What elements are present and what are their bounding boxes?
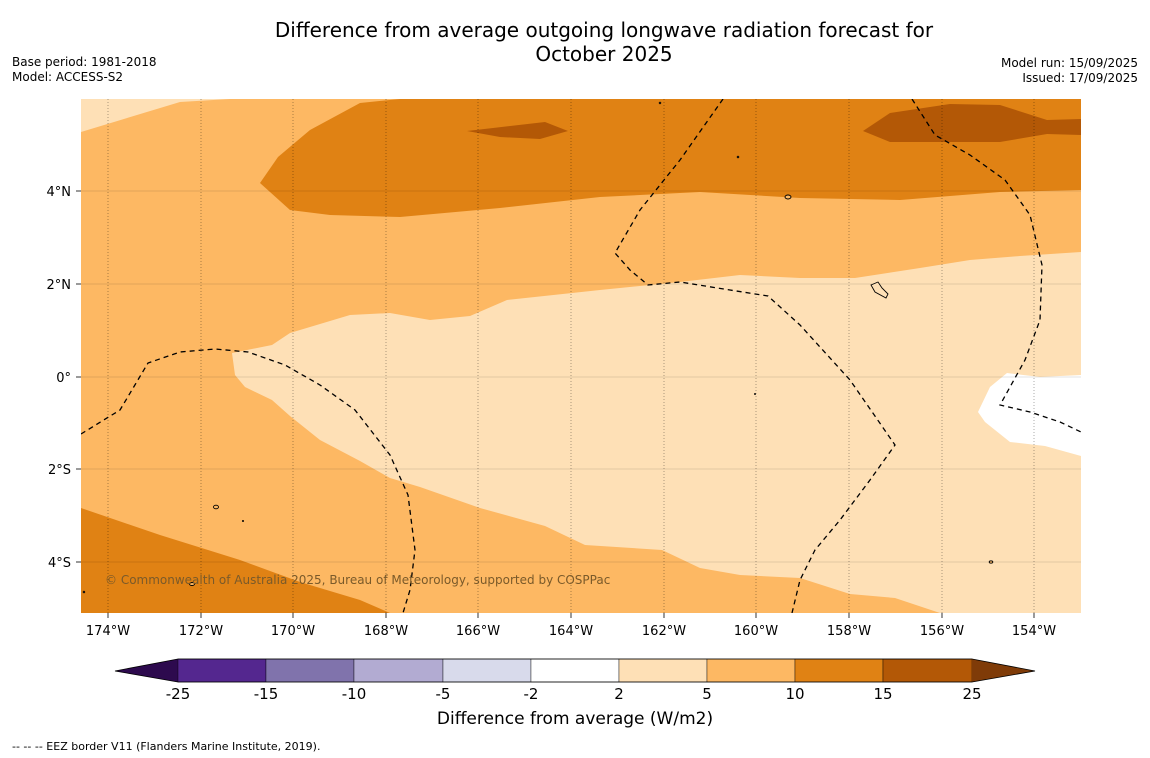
island bbox=[754, 393, 756, 395]
island bbox=[784, 194, 792, 200]
title-line-2: October 2025 bbox=[535, 42, 673, 66]
colorbar-tick-label: -15 bbox=[254, 685, 279, 703]
x-tick-label: 160°W bbox=[734, 624, 778, 639]
anomaly-band-15-25-patch-east bbox=[863, 104, 1081, 142]
anomaly-band-2-5-northwest bbox=[81, 99, 230, 132]
colorbar-tick-labels: -25 -15 -10 -5 -2 2 5 10 15 25 bbox=[166, 685, 982, 703]
island bbox=[241, 519, 245, 523]
colorbar-segment bbox=[706, 658, 796, 683]
x-tick-label: 172°W bbox=[179, 624, 223, 639]
colorbar-segment bbox=[794, 658, 884, 683]
island bbox=[189, 582, 195, 586]
anomaly-band-neutral-east bbox=[978, 373, 1081, 456]
islands bbox=[82, 101, 994, 594]
island bbox=[82, 590, 86, 594]
map-title: Difference from average outgoing longwav… bbox=[0, 18, 1150, 66]
colorbar-upper-extension bbox=[972, 659, 1035, 682]
x-tick-label: 168°W bbox=[364, 624, 408, 639]
x-tick-label: 162°W bbox=[642, 624, 686, 639]
y-tick-labels: 4°N 2°N 0° 2°S 4°S bbox=[47, 185, 72, 571]
anomaly-band-2-5-central bbox=[232, 252, 1081, 613]
colorbar-tick-label: -10 bbox=[342, 685, 367, 703]
eez-border-east bbox=[911, 99, 1081, 433]
colorbar-segment bbox=[530, 658, 620, 683]
x-tick-labels: 174°W 172°W 170°W 168°W 166°W 164°W 162°… bbox=[86, 624, 1056, 639]
colorbar-segment bbox=[442, 658, 532, 683]
colorbar-tick-label: -2 bbox=[524, 685, 539, 703]
colorbar-segment bbox=[618, 658, 708, 683]
y-tick-label: 4°N bbox=[47, 185, 72, 200]
colorbar-tick-label: 10 bbox=[785, 685, 804, 703]
x-tick-label: 158°W bbox=[827, 624, 871, 639]
anomaly-band-10-15-southwest bbox=[81, 508, 390, 613]
island bbox=[213, 504, 219, 510]
x-tick-label: 164°W bbox=[549, 624, 593, 639]
y-tick-label: 2°S bbox=[48, 463, 71, 478]
x-tick-label: 156°W bbox=[920, 624, 964, 639]
eez-footnote: -- -- -- EEZ border V11 (Flanders Marine… bbox=[12, 740, 321, 753]
map-plot-area: © Commonwealth of Australia 2025, Bureau… bbox=[81, 99, 1081, 613]
colorbar-tick-label: -5 bbox=[436, 685, 451, 703]
colorbar-tick-label: 2 bbox=[614, 685, 624, 703]
colorbar-tick-label: 5 bbox=[702, 685, 712, 703]
x-tick-label: 174°W bbox=[86, 624, 130, 639]
x-tick-label: 170°W bbox=[271, 624, 315, 639]
eez-borders bbox=[81, 99, 1081, 613]
island bbox=[658, 101, 662, 105]
x-tick-label: 166°W bbox=[456, 624, 500, 639]
island bbox=[988, 560, 994, 564]
island bbox=[736, 155, 740, 159]
colorbar-segment bbox=[265, 658, 355, 683]
anomaly-band-15-25-patch-west bbox=[467, 122, 568, 139]
colorbar-segment bbox=[353, 658, 444, 683]
colorbar-outline bbox=[114, 658, 1036, 683]
x-tick-label: 154°W bbox=[1012, 624, 1056, 639]
colorbar bbox=[114, 658, 1036, 683]
island bbox=[870, 281, 889, 299]
model-name: Model: ACCESS-S2 bbox=[12, 70, 124, 84]
title-line-1: Difference from average outgoing longwav… bbox=[274, 18, 934, 42]
colorbar-tick-label: 15 bbox=[873, 685, 892, 703]
colorbar-lower-extension bbox=[115, 659, 178, 682]
meta-left: Base period: 1981-2018 Model: ACCESS-S2 bbox=[12, 55, 157, 85]
colorbar-tick-label: -25 bbox=[166, 685, 191, 703]
copyright-notice: © Commonwealth of Australia 2025, Bureau… bbox=[105, 573, 610, 587]
y-tick-label: 0° bbox=[56, 371, 71, 386]
y-tick-label: 2°N bbox=[47, 278, 72, 293]
latitude-gridlines bbox=[81, 190, 1081, 563]
colorbar-segment bbox=[177, 658, 267, 683]
base-period: Base period: 1981-2018 bbox=[12, 55, 157, 69]
y-tick-label: 4°S bbox=[48, 556, 71, 571]
meta-right: Model run: 15/09/2025 Issued: 17/09/2025 bbox=[1001, 56, 1138, 86]
colorbar-tick-label: 25 bbox=[962, 685, 981, 703]
colorbar-label: Difference from average (W/m2) bbox=[436, 709, 714, 729]
issued-date: Issued: 17/09/2025 bbox=[1022, 71, 1138, 85]
colorbar-segment bbox=[882, 658, 973, 683]
eez-border-central bbox=[614, 99, 896, 613]
axis-tick-marks bbox=[76, 190, 1035, 618]
eez-border-west bbox=[81, 348, 416, 613]
model-run: Model run: 15/09/2025 bbox=[1000, 56, 1138, 70]
